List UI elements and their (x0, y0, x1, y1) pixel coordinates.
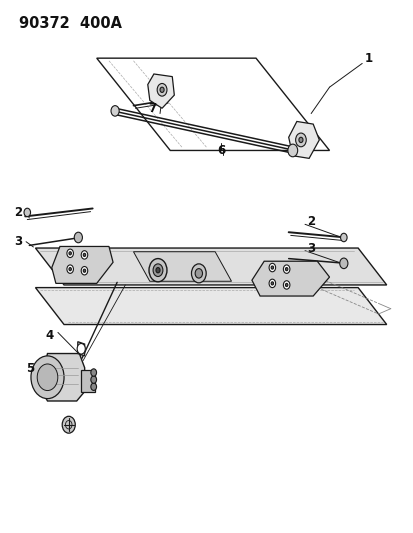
Polygon shape (52, 246, 113, 284)
Circle shape (62, 416, 75, 433)
Circle shape (153, 264, 162, 277)
Circle shape (69, 268, 71, 271)
Text: 1: 1 (363, 52, 372, 64)
Circle shape (285, 268, 287, 271)
Circle shape (83, 253, 85, 256)
Circle shape (24, 208, 31, 216)
Circle shape (81, 266, 88, 275)
Polygon shape (40, 353, 85, 401)
Circle shape (282, 281, 289, 289)
Circle shape (295, 133, 306, 147)
Circle shape (77, 343, 85, 354)
Polygon shape (133, 252, 231, 281)
Polygon shape (288, 122, 318, 158)
Circle shape (67, 249, 73, 257)
Circle shape (37, 364, 58, 391)
Circle shape (268, 263, 275, 272)
Circle shape (67, 265, 73, 273)
Polygon shape (81, 370, 95, 392)
Circle shape (340, 233, 346, 241)
Circle shape (268, 279, 275, 288)
Circle shape (90, 369, 96, 376)
Polygon shape (36, 248, 386, 285)
Circle shape (195, 269, 202, 278)
Text: 7: 7 (147, 102, 156, 115)
Circle shape (157, 84, 166, 96)
Text: 2: 2 (14, 206, 22, 219)
Circle shape (160, 87, 164, 92)
Text: 4: 4 (45, 328, 54, 342)
Circle shape (83, 269, 85, 272)
Polygon shape (36, 288, 386, 325)
Circle shape (191, 264, 206, 283)
Circle shape (287, 144, 297, 157)
Text: 2: 2 (306, 215, 314, 228)
Circle shape (90, 376, 96, 383)
Circle shape (81, 251, 88, 259)
Circle shape (285, 284, 287, 287)
Polygon shape (252, 261, 329, 296)
Polygon shape (78, 342, 85, 356)
Circle shape (69, 252, 71, 255)
Circle shape (282, 265, 289, 273)
Circle shape (149, 259, 166, 282)
Circle shape (90, 383, 96, 391)
Polygon shape (97, 58, 329, 150)
Circle shape (271, 266, 273, 269)
Circle shape (111, 106, 119, 116)
Circle shape (74, 232, 82, 243)
Text: 6: 6 (217, 144, 225, 157)
Circle shape (271, 282, 273, 285)
Circle shape (298, 138, 302, 142)
Circle shape (31, 356, 64, 399)
Text: 3: 3 (306, 241, 314, 255)
Circle shape (339, 258, 347, 269)
Polygon shape (147, 74, 174, 108)
Circle shape (156, 268, 160, 273)
Text: 3: 3 (14, 235, 22, 248)
Text: 5: 5 (26, 362, 35, 375)
Text: 90372  400A: 90372 400A (19, 16, 122, 31)
